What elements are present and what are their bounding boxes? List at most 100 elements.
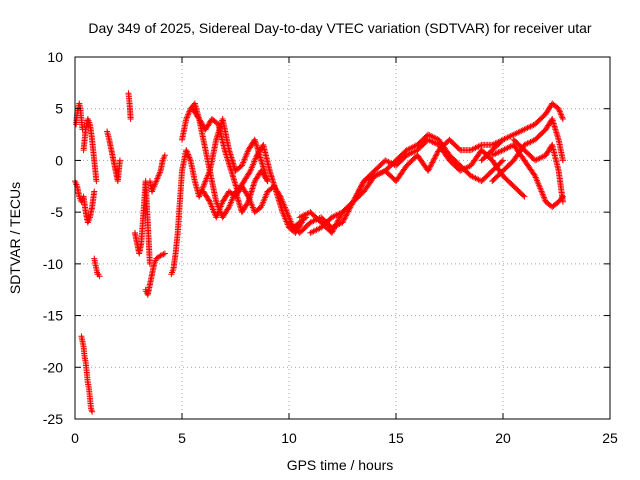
data-point bbox=[353, 193, 360, 200]
data-point bbox=[356, 186, 363, 193]
y-tick-label: -10 bbox=[43, 256, 63, 272]
data-point bbox=[183, 147, 190, 154]
data-point bbox=[225, 205, 232, 212]
data-point bbox=[161, 152, 168, 159]
data-point bbox=[196, 193, 203, 200]
data-point bbox=[559, 116, 566, 123]
data-point bbox=[520, 192, 527, 199]
data-point bbox=[185, 110, 192, 117]
data-point bbox=[89, 408, 96, 415]
data-point bbox=[160, 251, 167, 258]
data-point bbox=[426, 165, 433, 172]
data-point bbox=[276, 192, 283, 199]
data-point bbox=[328, 229, 335, 236]
chart-title: Day 349 of 2025, Sidereal Day-to-day VTE… bbox=[88, 20, 592, 36]
data-point bbox=[557, 110, 564, 117]
data-point bbox=[429, 159, 436, 166]
data-point bbox=[539, 189, 546, 196]
data-point bbox=[432, 152, 439, 159]
data-point bbox=[88, 407, 95, 414]
data-point bbox=[540, 194, 547, 201]
data-point bbox=[558, 113, 565, 120]
data-point bbox=[91, 188, 98, 195]
data-point bbox=[556, 108, 563, 115]
data-point bbox=[434, 149, 441, 156]
data-point bbox=[500, 157, 506, 164]
y-axis-ticks: -25 -20 -15 -10 -5 0 5 10 bbox=[43, 49, 610, 427]
data-point bbox=[352, 194, 359, 201]
data-point bbox=[186, 154, 193, 161]
data-point bbox=[433, 151, 440, 158]
data-point bbox=[340, 218, 347, 225]
data-point bbox=[350, 197, 357, 204]
plot-frame bbox=[74, 56, 611, 420]
data-point bbox=[183, 114, 190, 121]
data-point bbox=[555, 105, 562, 112]
data-point bbox=[425, 167, 432, 174]
x-tick-label: 0 bbox=[71, 430, 79, 446]
x-tick-label: 5 bbox=[178, 430, 186, 446]
x-axis-ticks: 0 5 10 15 20 25 bbox=[71, 57, 618, 446]
data-point bbox=[358, 183, 365, 190]
grid-lines bbox=[75, 57, 610, 419]
data-point bbox=[358, 182, 365, 189]
data-point bbox=[498, 158, 505, 165]
data-point bbox=[244, 192, 251, 199]
data-point bbox=[351, 196, 358, 203]
data-point bbox=[161, 250, 168, 257]
data-point bbox=[359, 180, 366, 187]
data-point bbox=[116, 157, 123, 164]
data-point bbox=[353, 191, 360, 198]
data-point bbox=[539, 191, 546, 198]
x-tick-label: 20 bbox=[495, 430, 511, 446]
data-point bbox=[93, 178, 100, 185]
data-point bbox=[558, 111, 565, 118]
data-point bbox=[428, 160, 435, 167]
data-point bbox=[206, 197, 213, 204]
data-point bbox=[329, 228, 336, 235]
data-point bbox=[354, 190, 361, 197]
y-axis-title: SDTVAR / TECUs bbox=[7, 182, 23, 294]
data-point bbox=[127, 116, 134, 123]
data-point bbox=[330, 227, 337, 234]
data-point bbox=[246, 169, 253, 176]
data-point bbox=[333, 220, 340, 227]
y-tick-label: 0 bbox=[55, 152, 63, 168]
data-point bbox=[332, 222, 339, 229]
data-point bbox=[456, 145, 463, 152]
x-tick-label: 25 bbox=[602, 430, 618, 446]
data-point bbox=[196, 192, 203, 199]
data-point bbox=[184, 150, 191, 157]
data-point bbox=[342, 213, 349, 220]
data-point bbox=[343, 212, 350, 219]
data-point bbox=[357, 185, 364, 192]
data-point bbox=[186, 155, 193, 162]
data-point bbox=[184, 113, 191, 120]
data-point bbox=[185, 151, 192, 158]
x-tick-label: 10 bbox=[281, 430, 297, 446]
data-point bbox=[425, 166, 432, 173]
x-tick-label: 15 bbox=[388, 430, 404, 446]
data-point bbox=[335, 216, 342, 223]
data-point bbox=[538, 188, 545, 195]
data-point bbox=[350, 198, 357, 205]
y-tick-label: -20 bbox=[43, 359, 63, 375]
data-point bbox=[339, 219, 346, 226]
data-point bbox=[559, 114, 566, 121]
y-tick-label: -5 bbox=[51, 204, 64, 220]
data-point bbox=[159, 251, 166, 258]
data-point bbox=[344, 209, 351, 216]
data-point bbox=[341, 215, 348, 222]
data-point bbox=[343, 211, 350, 218]
data-point bbox=[96, 273, 103, 280]
data-point bbox=[355, 189, 362, 196]
data-point bbox=[185, 152, 192, 159]
data-point bbox=[521, 193, 528, 200]
data-point bbox=[199, 184, 206, 191]
data-point bbox=[427, 162, 434, 169]
data-point bbox=[430, 158, 437, 165]
data-points bbox=[72, 90, 566, 415]
data-point bbox=[432, 153, 439, 160]
data-point bbox=[157, 252, 164, 259]
